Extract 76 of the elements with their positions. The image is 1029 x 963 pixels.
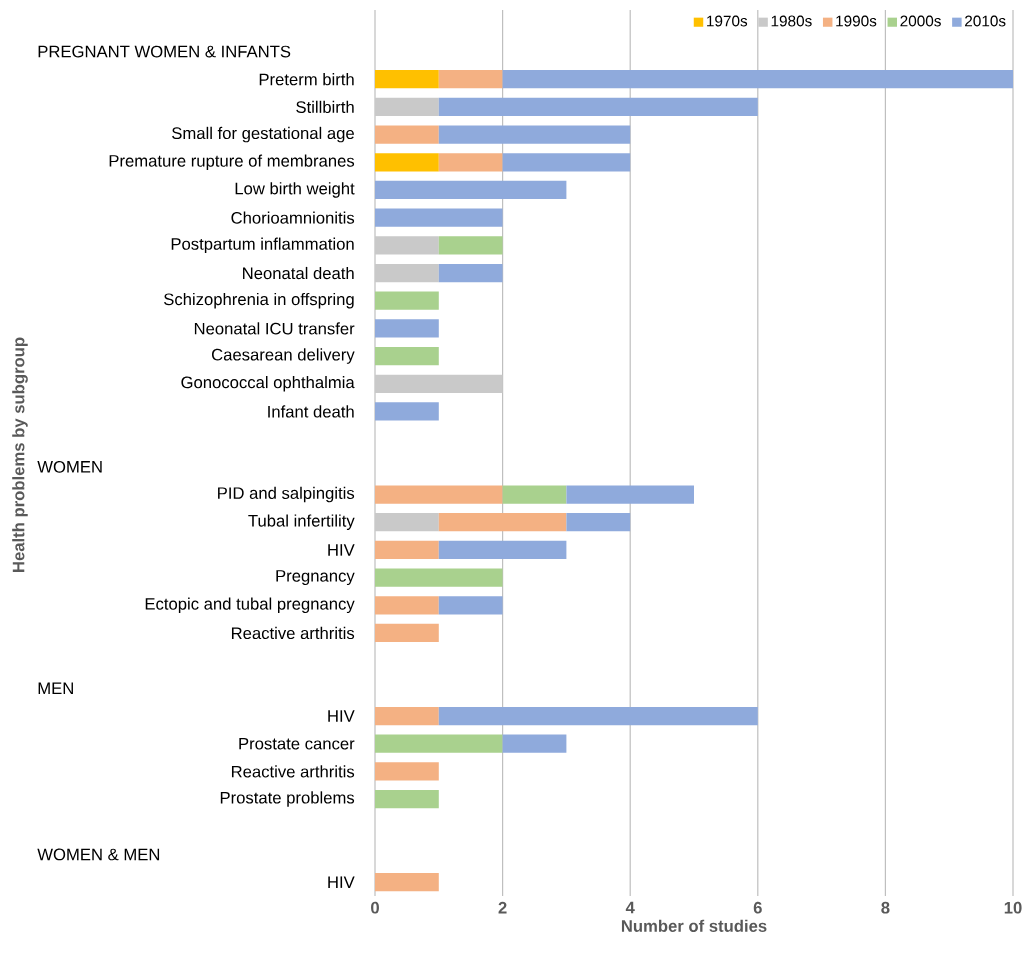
y-tick-label: Stillbirth: [296, 100, 354, 114]
text: PREGNANT WOMEN & INFANTS: [38, 45, 291, 58]
y-tick-label: Low birth weight: [235, 182, 355, 198]
bar: [438, 706, 758, 726]
bar: [502, 734, 567, 753]
bar: [375, 319, 439, 338]
y-tick-label: HIV: [328, 710, 355, 722]
bar: [438, 596, 503, 615]
y-tick-label: Pregnancy: [276, 570, 355, 586]
legend-label: 1990s: [836, 15, 877, 27]
legend-label: 2000s: [900, 15, 941, 27]
x-tick-label: 6: [753, 901, 762, 914]
legend-label: 1980s: [771, 15, 812, 27]
y-tick-label: Neonatal ICU transfer: [194, 322, 355, 335]
y-tick-label: PID and salpingitis: [218, 486, 355, 503]
legend-label: 1970s: [707, 15, 748, 27]
y-tick-label: Reactive arthritis: [231, 765, 355, 778]
bar: [566, 513, 631, 532]
text: WOMEN: [37, 460, 102, 473]
y-tick-label: Infant death: [268, 405, 354, 418]
bar: [375, 706, 439, 726]
y-tick-label: Preterm birth: [259, 73, 354, 86]
y-tick-label: Tubal infertility: [248, 514, 355, 530]
bar: [375, 153, 439, 172]
x-tick-label: 8: [881, 901, 890, 914]
x-tick-label: 0: [371, 901, 379, 914]
x-tick-label: 10: [1004, 901, 1022, 914]
bar: [438, 97, 758, 117]
bar: [375, 485, 503, 504]
bar: [502, 153, 631, 172]
bar: [438, 513, 567, 532]
y-tick-label: Neonatal death: [243, 266, 354, 280]
x-axis-title: Number of studies: [621, 919, 767, 932]
y-tick-label: Schizophrenia in offspring: [164, 292, 354, 309]
y-tick-label: Prostate cancer: [239, 737, 355, 750]
text: WOMEN & MEN: [37, 848, 160, 861]
x-tick-label: 2: [498, 901, 507, 914]
bar: [438, 153, 503, 172]
y-tick-label: Chorioamnionitis: [231, 211, 355, 224]
bar: [502, 70, 1013, 89]
bar: [375, 789, 439, 809]
y-tick-label: Caesarean delivery: [211, 348, 355, 364]
y-tick-label: Small for gestational age: [172, 126, 354, 143]
y-tick-label: Prostate problems: [220, 791, 355, 807]
bar: [375, 208, 503, 227]
bar: [375, 180, 567, 200]
bar: [438, 263, 503, 283]
bar: [566, 485, 694, 504]
bar: [438, 236, 503, 255]
bar: [438, 540, 567, 560]
bar: [375, 402, 439, 421]
bar: [375, 125, 439, 144]
y-axis-title: Health problems by subgroup: [12, 337, 28, 572]
y-tick-label: Premature rupture of membranes: [109, 154, 355, 171]
bar: [375, 623, 439, 643]
bar: [375, 762, 439, 781]
legend-label: 2010s: [965, 15, 1006, 27]
text: MEN: [38, 682, 73, 695]
bar: [438, 125, 631, 144]
bar: [375, 346, 439, 366]
x-tick-label: 4: [625, 901, 635, 914]
y-tick-label: HIV: [328, 876, 355, 888]
y-tick-label: Reactive arthritis: [231, 626, 355, 640]
bar: [438, 70, 503, 89]
bar: [375, 568, 503, 587]
bar: [375, 596, 439, 615]
y-tick-label: Postpartum inflammation: [171, 237, 354, 254]
bar: [375, 734, 503, 753]
bar: [502, 485, 567, 504]
bar: [375, 540, 439, 560]
bar: [375, 70, 439, 89]
y-tick-label: HIV: [328, 544, 355, 556]
bar: [375, 291, 439, 310]
bar: [375, 873, 439, 892]
y-tick-label: Gonococcal ophthalmia: [181, 376, 355, 392]
y-tick-label: Ectopic and tubal pregnancy: [145, 597, 355, 614]
